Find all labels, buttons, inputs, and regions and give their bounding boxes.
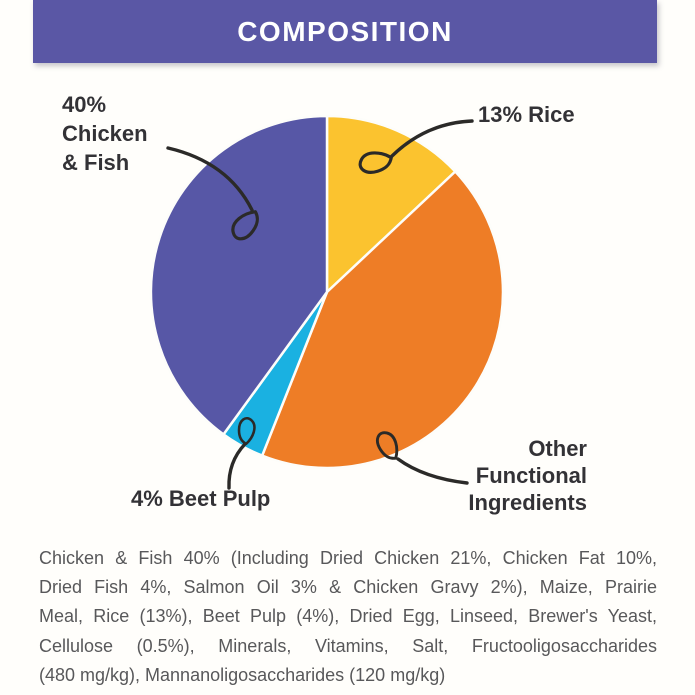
pie-slices — [149, 114, 505, 470]
label-other-line2: Functional — [475, 463, 587, 488]
chicken-fish-arrow-line — [166, 146, 254, 212]
pie-slice-chicken-fish — [149, 114, 329, 436]
rice-arrow-line — [390, 119, 474, 158]
ingredients-line-5: (480 mg/kg), Mannanoligosaccharides (120… — [39, 664, 446, 685]
ingredients-line-1: Chicken & Fish 40% (Including Dried Chic… — [39, 548, 657, 568]
beet-pulp-arrow-line — [227, 442, 247, 490]
label-chicken-fish-line3: & Fish — [62, 150, 130, 175]
label-chicken-fish-line2: Chicken — [62, 121, 148, 146]
ingredients-line-3: Meal, Rice (13%), Beet Pulp (4%), Dried … — [39, 606, 657, 627]
label-beet-pulp-text: 4% Beet Pulp — [131, 486, 271, 511]
other-ingredients-arrow-line — [396, 457, 469, 485]
ingredients-line-2: Dried Fish 4%, Salmon Oil 3% & Chicken G… — [39, 577, 657, 598]
header-bar: COMPOSITION — [33, 0, 657, 63]
label-rice-text: 13% Rice — [478, 102, 575, 127]
label-beet-pulp: 4% Beet Pulp — [131, 484, 270, 513]
page-title: COMPOSITION — [237, 15, 453, 47]
ingredients-line-4: Cellulose (0.5%), Minerals, Vitamins, Sa… — [39, 635, 657, 656]
pie-slice-rice — [325, 114, 457, 294]
ingredients-paragraph: Chicken & Fish 40% (Including Dried Chic… — [39, 544, 657, 690]
label-chicken-fish-line1: 40% — [62, 92, 107, 117]
label-other-functional-ingredients: Other Functional Ingredients — [468, 435, 587, 516]
label-chicken-fish: 40% Chicken & Fish — [62, 90, 148, 177]
label-rice: 13% Rice — [478, 100, 575, 129]
callout-arrows — [166, 119, 474, 490]
label-other-line1: Other — [528, 436, 587, 461]
pie-slice-other-functional-ingredients — [260, 170, 505, 470]
label-other-line3: Ingredients — [468, 490, 587, 515]
